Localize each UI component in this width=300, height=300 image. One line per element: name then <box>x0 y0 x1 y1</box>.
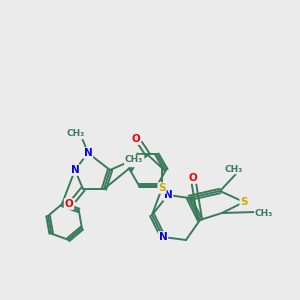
Text: CH₃: CH₃ <box>125 155 143 164</box>
Text: O: O <box>132 134 140 144</box>
Text: O: O <box>64 199 74 209</box>
Text: CH₃: CH₃ <box>67 130 85 139</box>
Text: N: N <box>84 148 92 158</box>
Text: CH₃: CH₃ <box>225 164 243 173</box>
Text: NH: NH <box>128 158 144 166</box>
Text: S: S <box>158 183 166 193</box>
Text: N: N <box>159 232 167 242</box>
Text: CH₃: CH₃ <box>255 209 273 218</box>
Text: N: N <box>164 190 172 200</box>
Text: S: S <box>240 197 248 207</box>
Text: O: O <box>189 173 197 183</box>
Text: N: N <box>70 165 80 175</box>
